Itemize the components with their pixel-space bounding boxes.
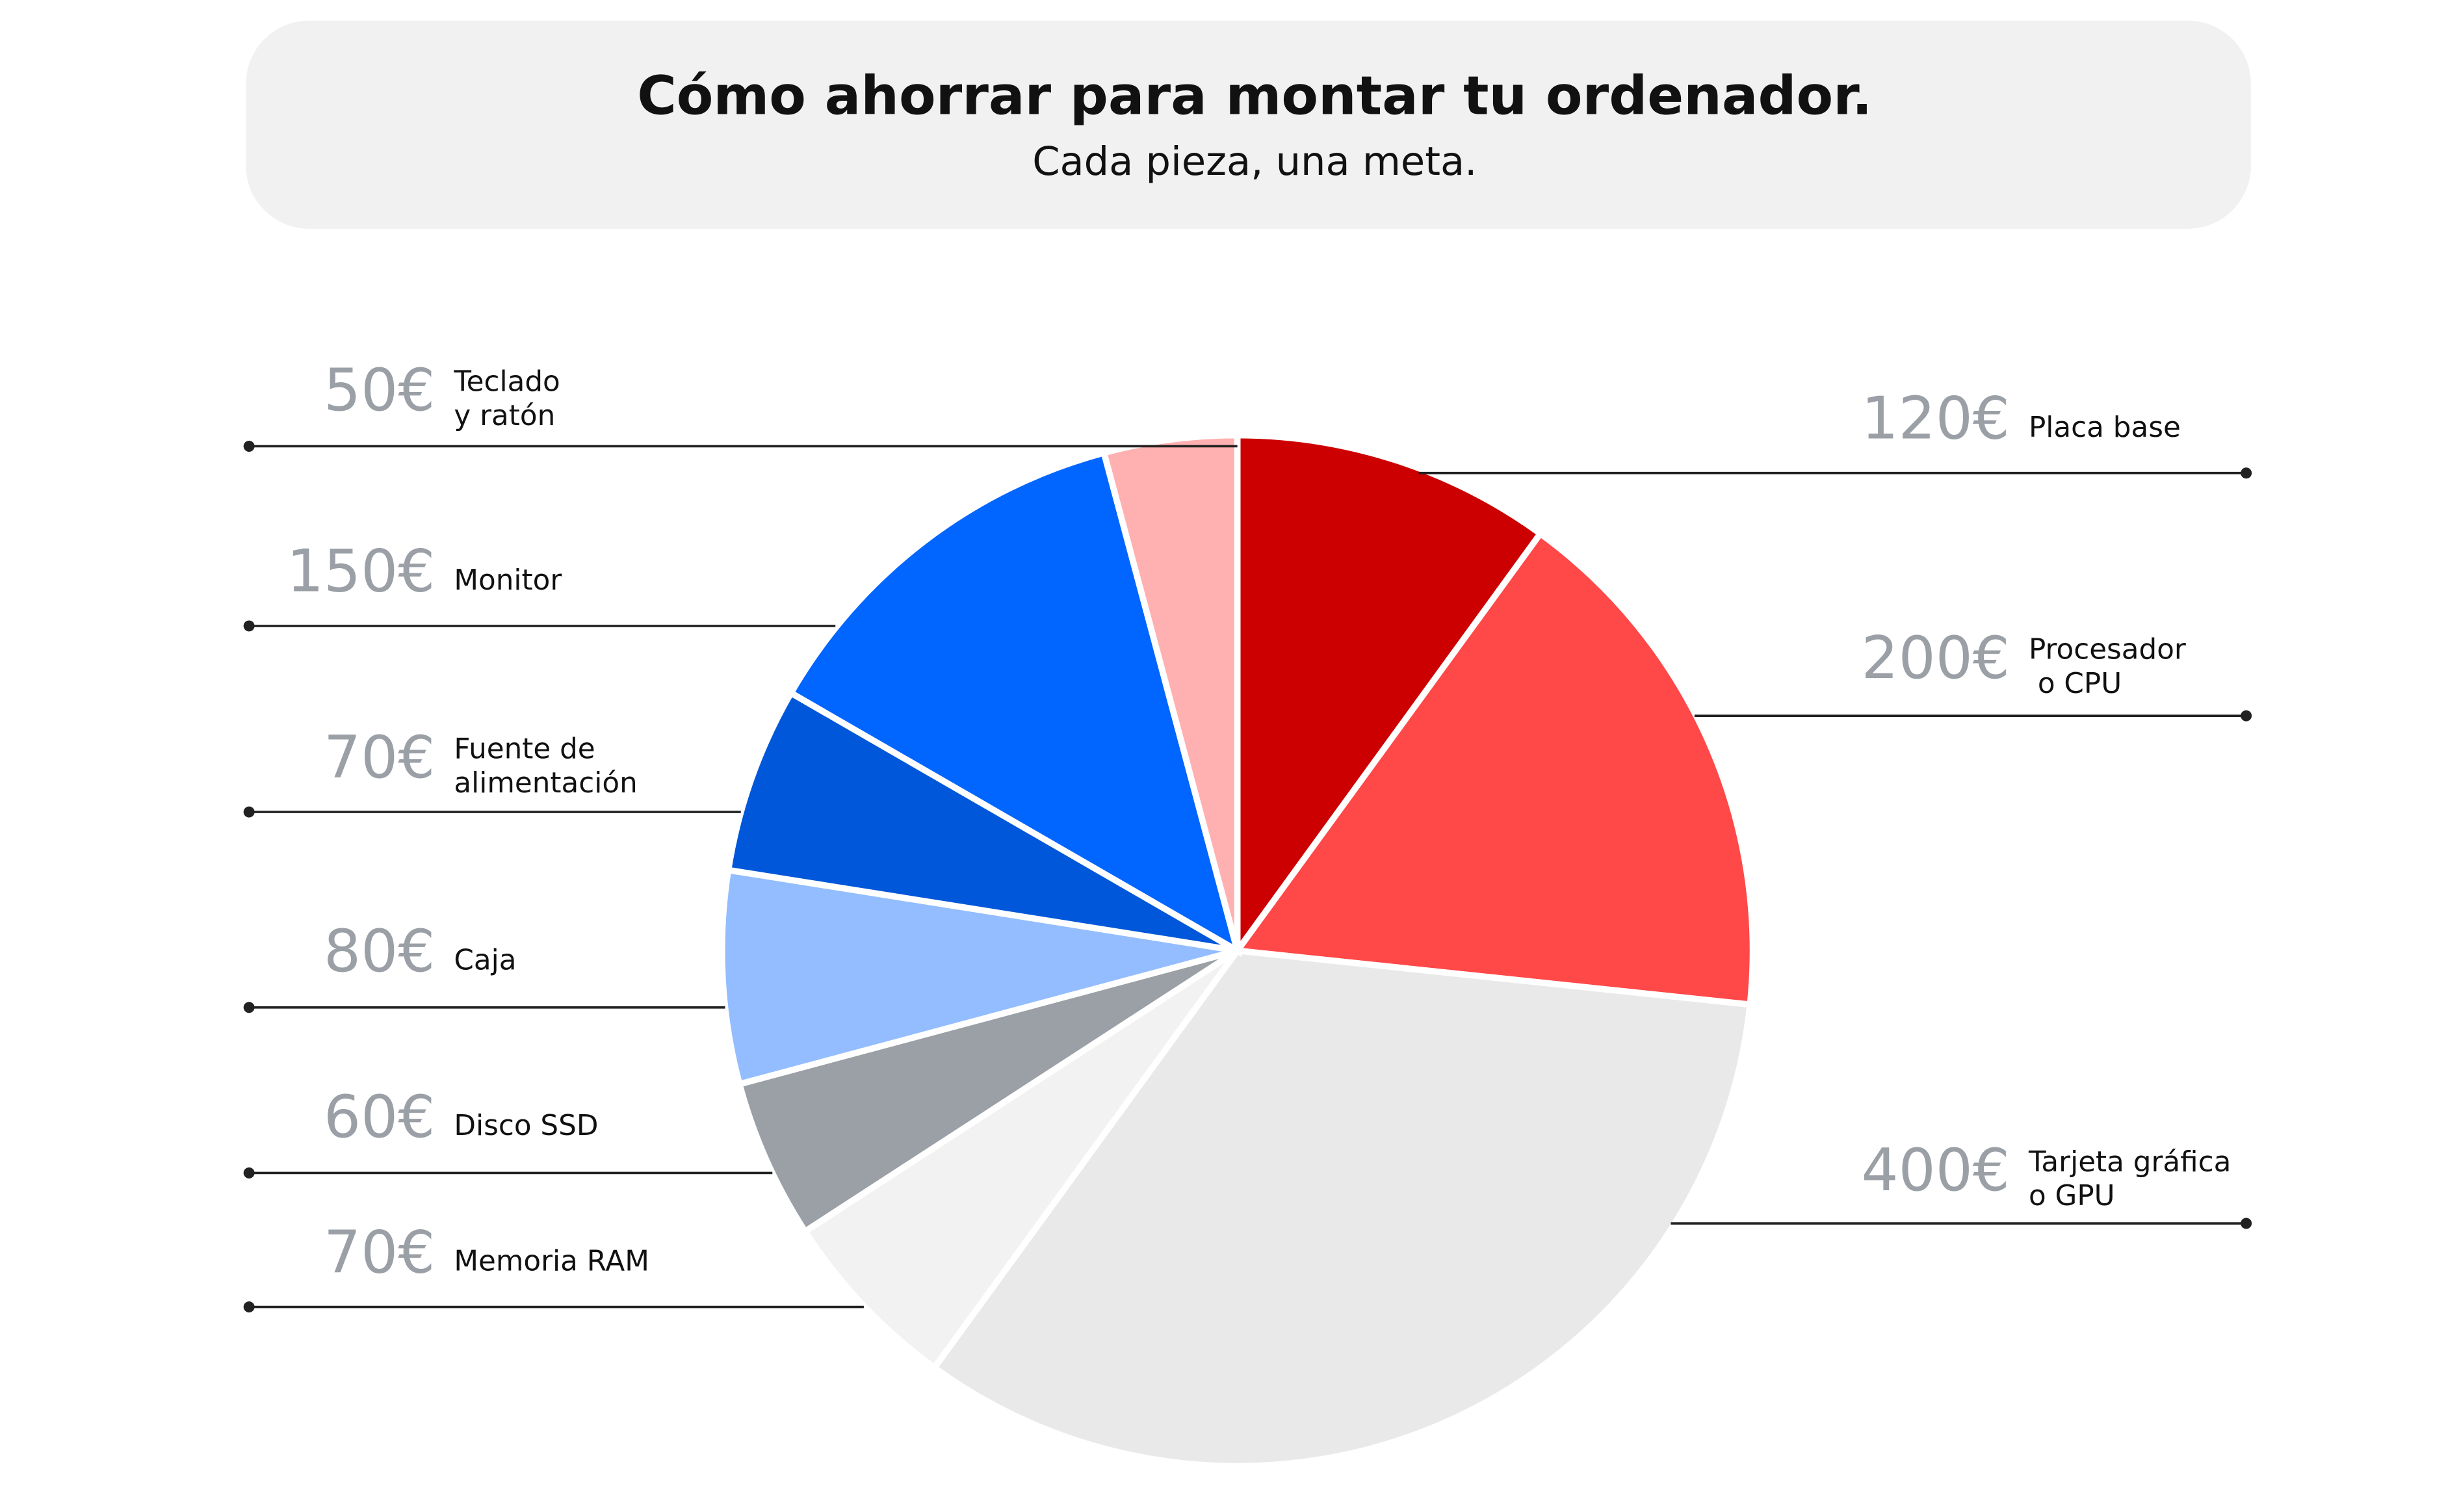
pie-slice	[735, 947, 1240, 1236]
leader-dot	[243, 441, 255, 452]
pie-slice	[1100, 432, 1241, 952]
value-label: 120€	[1862, 385, 2010, 453]
category-label: Disco SSD	[454, 1109, 598, 1142]
category-label: Teclado y ratón	[453, 365, 560, 432]
value-label: 200€	[1862, 625, 2010, 692]
chart-title: Cómo ahorrar para montar tu ordenador.	[637, 64, 1872, 127]
pie-slice	[787, 449, 1243, 958]
header-box	[246, 20, 2251, 229]
leader-dot	[2241, 467, 2252, 479]
leader-dot	[243, 1002, 255, 1013]
category-label: Fuente de alimentación	[454, 733, 637, 800]
leader-dot	[2241, 1218, 2252, 1229]
value-label: 50€	[324, 357, 435, 424]
category-label: Tarjeta gráfica o GPU	[2028, 1145, 2231, 1212]
value-label: 60€	[324, 1084, 435, 1151]
category-label: Memoria RAM	[454, 1245, 649, 1278]
value-label: 70€	[324, 724, 435, 792]
category-label: Procesador o CPU	[2029, 633, 2186, 700]
leader-dot	[243, 1301, 255, 1313]
value-label: 400€	[1862, 1137, 2010, 1205]
pie-slice	[800, 948, 1240, 1372]
leader-dot	[243, 806, 255, 818]
value-label: 150€	[287, 538, 435, 606]
pie-slice	[718, 866, 1238, 1088]
category-label: Caja	[454, 943, 516, 976]
pie-slice	[930, 947, 1754, 1470]
leader-dot	[243, 1167, 255, 1179]
category-label: Placa base	[2029, 411, 2181, 444]
category-label: Monitor	[454, 564, 562, 597]
chart-subtitle: Cada pieza, una meta.	[1032, 139, 1477, 185]
pie-slice	[1231, 529, 1756, 1008]
value-label: 80€	[324, 918, 435, 985]
leader-dot	[2241, 710, 2252, 722]
value-label: 70€	[324, 1219, 435, 1286]
pie-slice	[1234, 432, 1545, 961]
leader-dot	[243, 620, 255, 632]
pie-slice	[724, 688, 1240, 954]
